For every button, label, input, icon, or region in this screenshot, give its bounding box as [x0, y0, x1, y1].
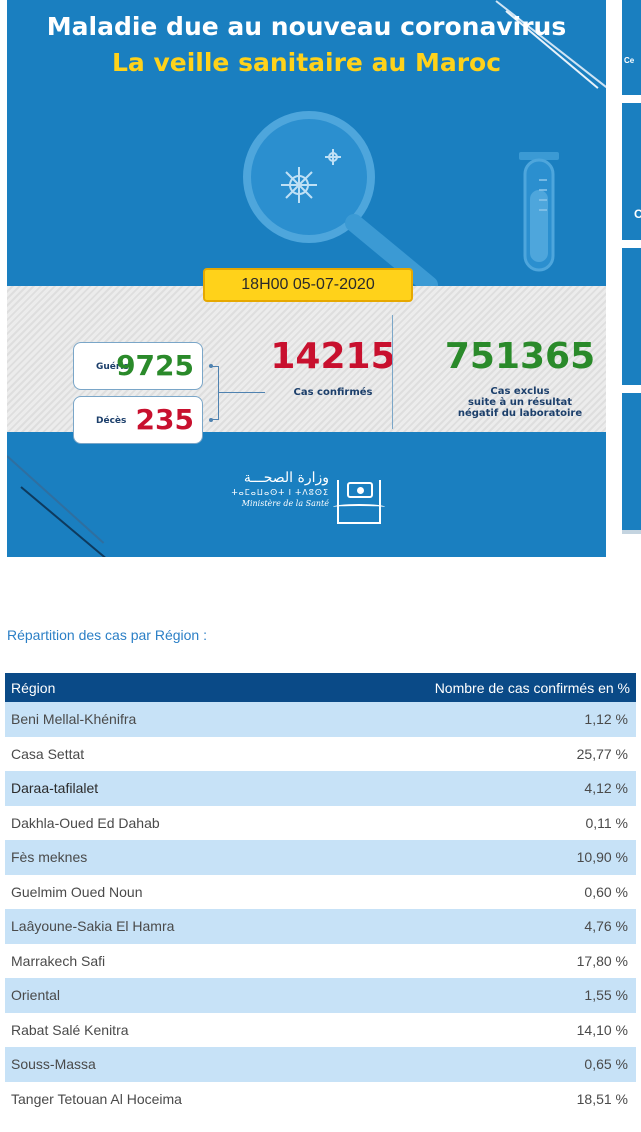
region-percent: 18,51 %	[576, 1090, 628, 1107]
region-percent: 1,12 %	[584, 711, 628, 728]
carousel-card-next[interactable]	[622, 393, 641, 530]
region-percent: 4,12 %	[584, 780, 628, 797]
table-row: Dakhla-Oued Ed Dahab 0,11 %	[5, 805, 636, 840]
region-name: Fès meknes	[11, 849, 88, 866]
infographic-banner: Maladie due au nouveau coronavirus La ve…	[7, 0, 606, 557]
section-title: Répartition des cas par Région :	[7, 627, 207, 643]
region-percent: 1,55 %	[584, 987, 628, 1004]
recovered-box: Guéris 9725	[73, 342, 203, 390]
table-row: Guelmim Oued Noun 0,60 %	[5, 874, 636, 909]
table-row: Oriental 1,55 %	[5, 978, 636, 1013]
confirmed-label: Cas confirmés	[293, 387, 373, 398]
card-label: Ce	[624, 56, 635, 65]
carousel-card-next[interactable]	[622, 248, 641, 385]
ministry-logo-eye-icon	[347, 482, 373, 498]
divider	[392, 315, 393, 429]
excluded-count: 751365	[444, 336, 596, 377]
region-name: Dakhla-Oued Ed Dahab	[11, 814, 160, 831]
recovered-count: 9725	[116, 349, 194, 382]
excluded-label-line: négatif du laboratoire	[457, 408, 583, 419]
table-body: Beni Mellal-Khénifra 1,12 % Casa Settat 25,…	[5, 702, 636, 1116]
table-row: Fès meknes 10,90 %	[5, 840, 636, 875]
region-name: Oriental	[11, 987, 61, 1004]
excluded-label-line: Cas exclus	[490, 386, 550, 397]
deaths-count: 235	[135, 403, 194, 436]
deaths-box: Décès 235	[73, 396, 203, 444]
region-name: Souss-Massa	[11, 1056, 96, 1073]
deaths-label: Décès	[96, 416, 127, 426]
card-shadow	[622, 530, 641, 534]
decorative-line	[20, 486, 106, 557]
region-percent: 10,90 %	[576, 849, 628, 866]
region-name: Casa Settat	[11, 745, 85, 762]
table-row: Marrakech Safi 17,80 %	[5, 943, 636, 978]
regions-table: Région Nombre de cas confirmés en % Beni…	[5, 673, 636, 1116]
region-name: Daraa-tafilalet	[11, 780, 99, 797]
region-percent: 14,10 %	[576, 1021, 628, 1038]
ministry-name-arabic: وزارة الصحـــة	[243, 470, 329, 486]
recovered-label: Guéris	[96, 362, 129, 372]
connector-line	[219, 392, 265, 393]
table-row: Daraa-tafilalet 4,12 %	[5, 771, 636, 806]
region-name: Tanger Tetouan Al Hoceima	[11, 1090, 182, 1107]
ministry-name: وزارة الصحـــة ⵜⴰⵎⴰⵡⴰⵙⵜ ⵏ ⵜⴷⵓⵙⵉ Ministèr…	[229, 470, 389, 508]
table-header: Région Nombre de cas confirmés en %	[5, 673, 636, 702]
confirmed-count: 14215	[270, 336, 396, 377]
ministry-logo-icon	[337, 480, 381, 524]
connector-dot	[209, 418, 213, 422]
report-date: 18H00 05-07-2020	[203, 268, 413, 302]
connector-line	[211, 366, 219, 420]
ministry-name-tifinagh: ⵜⴰⵎⴰⵡⴰⵙⵜ ⵏ ⵜⴷⵓⵙⵉ	[231, 488, 329, 497]
table-row: Beni Mellal-Khénifra 1,12 %	[5, 702, 636, 737]
region-percent: 17,80 %	[576, 952, 628, 969]
region-percent: 0,60 %	[584, 883, 628, 900]
table-row: Laâyoune-Sakia El Hamra 4,76 %	[5, 909, 636, 944]
region-name: Marrakech Safi	[11, 952, 106, 969]
test-tube-icon	[519, 152, 559, 272]
region-name: Laâyoune-Sakia El Hamra	[11, 918, 175, 935]
table-row: Casa Settat 25,77 %	[5, 736, 636, 771]
excluded-label-line: suite à un résultat	[467, 397, 572, 408]
region-percent: 0,65 %	[584, 1056, 628, 1073]
card-label: C	[634, 207, 641, 221]
region-percent: 25,77 %	[576, 745, 628, 762]
ministry-name-french: Ministère de la Santé	[241, 499, 329, 508]
region-percent: 4,76 %	[584, 918, 628, 935]
ministry-logo-wave-icon	[333, 504, 385, 510]
banner-subtitle: La veille sanitaire au Maroc	[111, 48, 502, 77]
carousel-card-next[interactable]: C	[622, 103, 641, 240]
decorative-line	[7, 455, 105, 544]
column-header-region: Région	[11, 679, 56, 696]
column-header-percent: Nombre de cas confirmés en %	[434, 679, 630, 696]
table-row: Tanger Tetouan Al Hoceima 18,51 %	[5, 1081, 636, 1116]
magnifier-virus-icon	[243, 111, 438, 294]
carousel-card-next[interactable]: Ce	[622, 0, 641, 95]
region-name: Beni Mellal-Khénifra	[11, 711, 137, 728]
banner-title: Maladie due au nouveau coronavirus	[46, 12, 567, 41]
table-row: Souss-Massa 0,65 %	[5, 1047, 636, 1082]
table-row: Rabat Salé Kenitra 14,10 %	[5, 1012, 636, 1047]
region-percent: 0,11 %	[585, 814, 628, 831]
region-name: Guelmim Oued Noun	[11, 883, 143, 900]
excluded-label: Cas exclus suite à un résultat négatif d…	[425, 386, 606, 419]
region-name: Rabat Salé Kenitra	[11, 1021, 129, 1038]
